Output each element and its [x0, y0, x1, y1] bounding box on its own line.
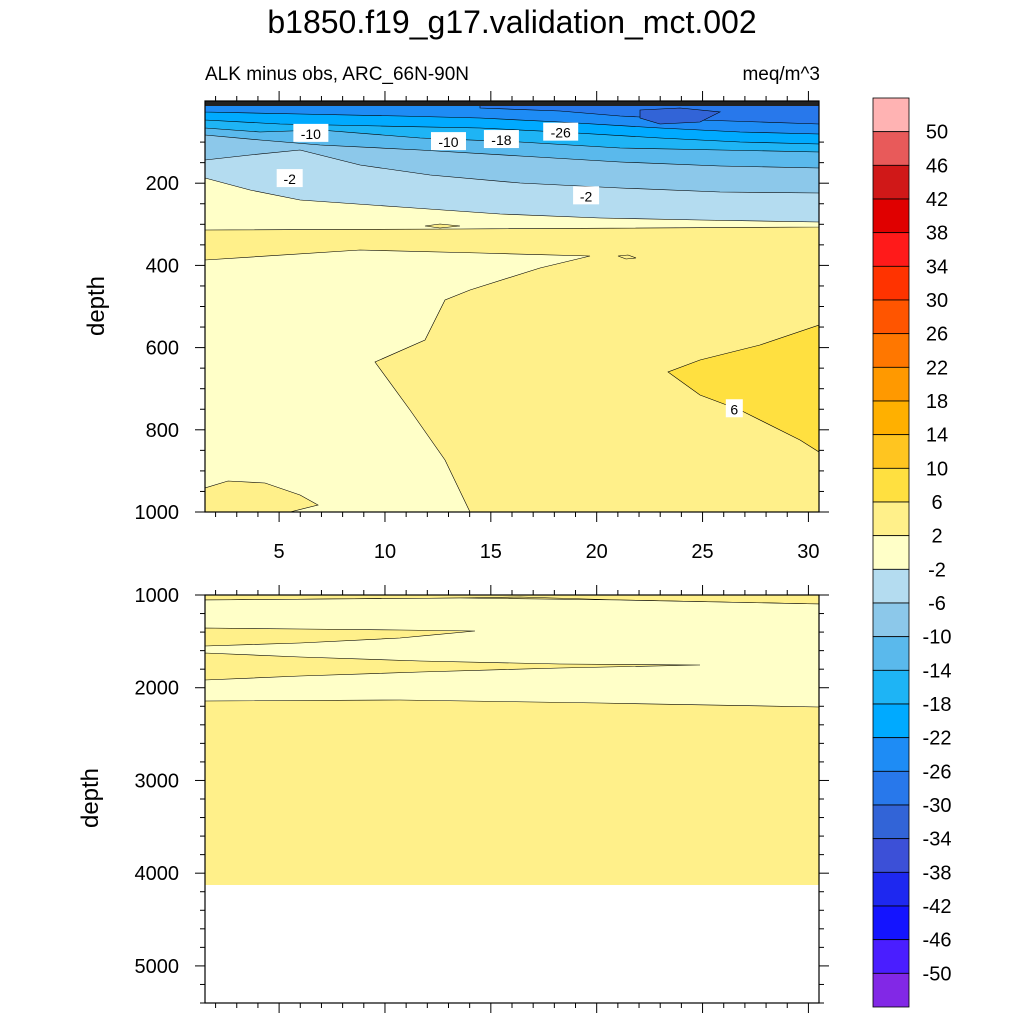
y-tick-label: 400	[146, 255, 179, 277]
upper-contour-labels: -10-10 -18 -26-2-26	[276, 122, 743, 418]
colorbar-box	[872, 669, 910, 705]
colorbar-box	[872, 939, 910, 974]
contour-label: -10	[301, 126, 321, 142]
lower-y-ticks: 1000 2000 3000 4000 5000	[135, 585, 829, 1004]
colorbar-box	[872, 568, 910, 604]
y-tick-label: 600	[146, 338, 179, 360]
upper-y-axis-label: depth	[83, 276, 110, 336]
colorbar-label: -26	[923, 761, 952, 783]
colorbar-label: -2	[928, 559, 946, 581]
colorbar-label: -14	[923, 660, 952, 682]
contour-label-bg	[483, 130, 519, 149]
colorbar-box	[872, 838, 910, 873]
colorbar-label: -38	[923, 862, 952, 884]
colorbar-label: -30	[923, 795, 952, 817]
y-tick-label: 800	[146, 420, 179, 442]
colorbar-box	[872, 871, 910, 907]
colorbar-box	[872, 198, 910, 234]
colorbar-box	[872, 501, 910, 537]
colorbar-label: 26	[926, 324, 948, 346]
y-tick-label: 3000	[135, 770, 180, 792]
y-tick-label: 5000	[135, 956, 180, 978]
chart-subtitle: ALK minus obs, ARC_66N-90N	[205, 64, 470, 85]
colorbar-label: 34	[926, 256, 948, 278]
colorbar-box	[872, 299, 910, 335]
colorbar-box	[872, 602, 910, 638]
x-tick-label: 30	[797, 541, 819, 563]
colorbar-label: 42	[926, 189, 948, 211]
colorbar-box	[872, 467, 910, 503]
colorbar-box	[872, 232, 910, 267]
colorbar-label: -22	[923, 728, 952, 750]
y-tick-label: 200	[146, 173, 179, 195]
lower-y-axis-label: depth	[77, 768, 104, 828]
contour-label: -26	[551, 125, 571, 141]
colorbar-box	[872, 131, 910, 166]
colorbar-label: 14	[926, 425, 948, 447]
colorbar-box	[872, 434, 910, 469]
colorbar-box	[872, 366, 910, 402]
colorbar-box	[872, 770, 910, 806]
y-tick-label: 2000	[135, 678, 180, 700]
colorbar-label: 50	[926, 122, 948, 144]
units-label: meq/m^3	[742, 64, 820, 85]
colorbar-box	[872, 164, 910, 200]
colorbar-label: 6	[931, 492, 942, 514]
colorbar-box	[872, 400, 910, 436]
contour-label: 6	[730, 401, 738, 417]
y-tick-label: 1000	[135, 502, 180, 524]
upper-y-ticks: 200 400 600 800 1000	[135, 141, 829, 524]
x-tick-label: 10	[374, 541, 396, 563]
colorbar-label: -42	[923, 896, 952, 918]
colorbar-label: 18	[926, 391, 948, 413]
lower-panel-fill	[205, 595, 819, 1003]
upper-panel-fill	[205, 101, 819, 512]
colorbar-box	[872, 97, 910, 133]
colorbar-box	[872, 703, 910, 739]
colorbar-box	[872, 265, 910, 301]
y-tick-label: 1000	[135, 585, 180, 607]
colorbar-box	[872, 535, 910, 570]
upper-x-ticks: 5 10 15 20 25 30	[215, 91, 820, 563]
colorbar-label: -18	[923, 694, 952, 716]
colorbar-label: 2	[931, 526, 942, 548]
colorbar-label: -50	[923, 963, 952, 985]
colorbar-box	[872, 737, 910, 772]
colorbar-label: 30	[926, 290, 948, 312]
colorbar-label: -6	[928, 593, 946, 615]
lower-x-ticks	[215, 585, 809, 1013]
x-tick-label: 15	[480, 541, 502, 563]
contour-label: -2	[580, 188, 593, 204]
colorbar-box	[872, 804, 910, 840]
colorbar-box	[872, 333, 910, 368]
x-tick-label: 5	[274, 541, 285, 563]
x-tick-label: 25	[691, 541, 713, 563]
colorbar-box	[872, 972, 910, 1008]
colorbar-label: -10	[923, 627, 952, 649]
y-tick-label: 4000	[135, 863, 180, 885]
colorbar: 50 46 42 38 34 30 26 22 18 14 10 6 2 -2 -6 -10 -14 -18 -22…	[872, 97, 952, 1008]
contour-label-bg	[725, 399, 743, 418]
chart-title: b1850.f19_g17.validation_mct.002	[267, 4, 757, 40]
colorbar-label: -34	[923, 829, 952, 851]
contour-label-bg	[276, 169, 303, 188]
x-tick-label: 20	[586, 541, 608, 563]
colorbar-box	[872, 636, 910, 671]
contour-label: -18	[491, 132, 511, 148]
colorbar-label: 46	[926, 155, 948, 177]
colorbar-label: 38	[926, 223, 948, 245]
colorbar-label: 22	[926, 357, 948, 379]
contour-label-bg	[430, 132, 466, 151]
contour-label-bg	[543, 122, 579, 141]
colorbar-label: 10	[926, 458, 948, 480]
colorbar-label: -46	[923, 930, 952, 952]
contour-label-bg	[573, 186, 600, 205]
contour-label: -2	[283, 171, 296, 187]
contour-label-bg	[293, 123, 329, 142]
contour-label: -10	[438, 134, 458, 150]
colorbar-box	[872, 905, 910, 941]
